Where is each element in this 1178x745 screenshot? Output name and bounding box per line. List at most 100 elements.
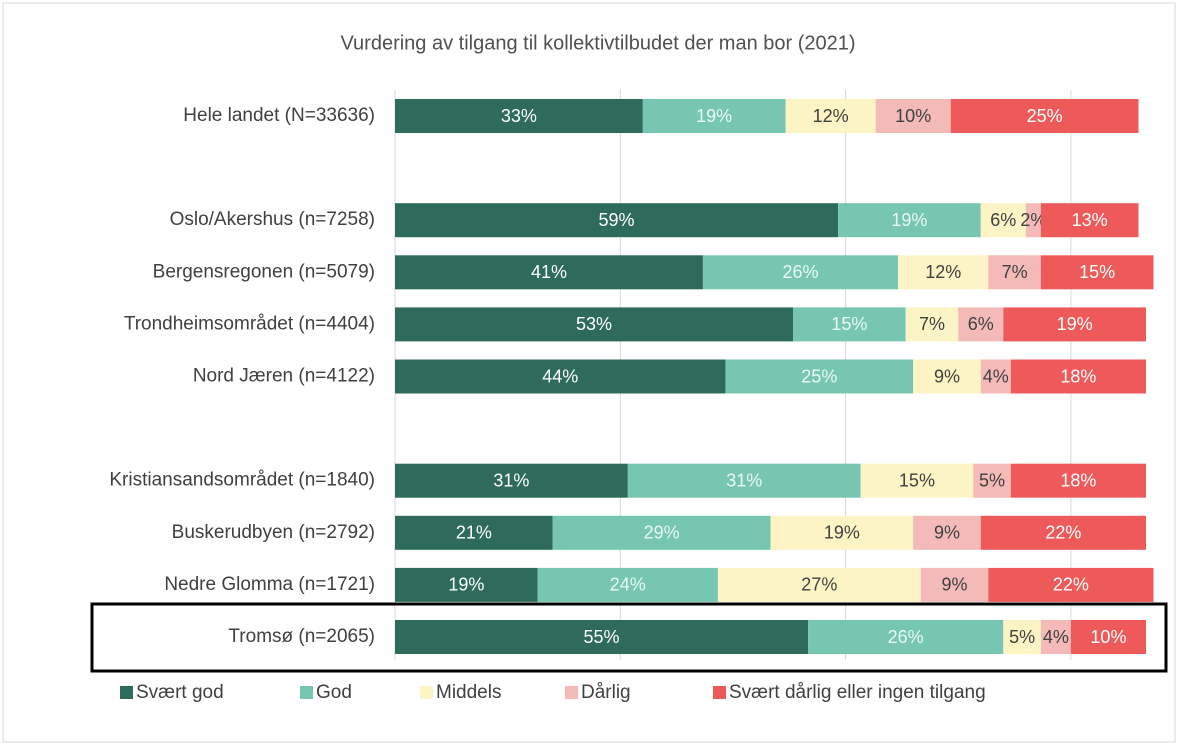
data-label: 6%	[990, 210, 1016, 230]
data-label: 2%	[1020, 210, 1046, 230]
bar-segment	[1010, 463, 1146, 498]
bar-segment	[537, 567, 718, 602]
legend-swatch	[120, 686, 133, 699]
data-label: 7%	[1002, 262, 1028, 282]
data-label: 13%	[1072, 210, 1108, 230]
legend-label: Svært god	[136, 682, 224, 703]
bar-segment	[860, 463, 974, 498]
category-label: Bergensregonen (n=5079)	[153, 261, 375, 282]
data-label: 26%	[783, 262, 819, 282]
data-label: 55%	[584, 627, 620, 647]
bar-segment	[1040, 203, 1139, 238]
data-label: 19%	[696, 106, 732, 126]
data-label: 21%	[456, 523, 492, 543]
data-label: 9%	[941, 575, 967, 595]
data-label: 10%	[1090, 627, 1126, 647]
data-label: 22%	[1053, 575, 1089, 595]
data-label: 15%	[1079, 262, 1115, 282]
category-label: Hele landet (N=33636)	[183, 105, 375, 126]
data-label: 41%	[531, 262, 567, 282]
bar-segment	[808, 620, 1004, 654]
bar-segment	[920, 567, 989, 602]
data-label: 15%	[899, 470, 935, 490]
bar-segment	[1025, 203, 1041, 238]
category-label: Nord Jæren (n=4122)	[193, 366, 375, 387]
bar-segment	[980, 515, 1146, 550]
data-label: 25%	[1027, 106, 1063, 126]
bar-segment	[395, 515, 553, 550]
bars: Hele landet (N=33636) 33% 19% 12% 10% 25% Oslo…	[109, 99, 1154, 654]
bar-segment	[1070, 620, 1146, 654]
data-label: 12%	[813, 106, 849, 126]
data-label: 19%	[448, 575, 484, 595]
legend-label: God	[316, 682, 352, 703]
data-label: 7%	[919, 314, 945, 334]
bar-segment	[913, 515, 981, 550]
bar-segment	[980, 359, 1011, 394]
data-label: 19%	[1057, 314, 1093, 334]
data-label: 31%	[493, 470, 529, 490]
data-label: 44%	[542, 366, 578, 386]
legend-label: Middels	[436, 682, 501, 703]
bar-segment	[973, 463, 1011, 498]
data-label: 31%	[726, 470, 762, 490]
bar-segment	[950, 99, 1139, 133]
data-label: 5%	[979, 470, 1005, 490]
bar-segment	[395, 99, 643, 133]
bar-segment	[642, 99, 786, 133]
data-label: 4%	[983, 366, 1009, 386]
data-label: 19%	[824, 523, 860, 543]
data-label: 15%	[831, 314, 867, 334]
bar-segment	[395, 567, 538, 602]
bar-segment	[395, 255, 703, 290]
bar-segment	[395, 359, 726, 394]
bar-segment	[717, 567, 921, 602]
data-label: 19%	[891, 210, 927, 230]
bar-segment	[875, 99, 951, 133]
data-label: 29%	[644, 523, 680, 543]
data-label: 53%	[576, 314, 612, 334]
bar-segment	[395, 463, 628, 498]
legend-swatch	[300, 686, 313, 699]
data-label: 18%	[1060, 366, 1096, 386]
data-label: 12%	[925, 262, 961, 282]
category-label: Buskerudbyen (n=2792)	[172, 522, 375, 543]
legend-label: Dårlig	[581, 682, 631, 703]
category-label: Trondheimsområdet (n=4404)	[124, 313, 375, 334]
bar-segment	[770, 515, 914, 550]
data-label: 10%	[895, 106, 931, 126]
bar-segment	[980, 203, 1026, 238]
bar-segment	[1040, 255, 1154, 290]
bar-segment	[1003, 620, 1041, 654]
category-label: Tromsø (n=2065)	[228, 626, 375, 647]
data-label: 22%	[1045, 523, 1081, 543]
bar-segment	[1003, 307, 1146, 342]
data-label: 59%	[599, 210, 635, 230]
bar-segment	[1040, 620, 1071, 654]
bar-segment	[785, 99, 876, 133]
bar-segment	[988, 567, 1154, 602]
bar-segment	[395, 203, 839, 238]
legend-swatch	[420, 686, 433, 699]
bar-segment	[725, 359, 914, 394]
data-label: 4%	[1043, 627, 1069, 647]
category-label: Oslo/Akershus (n=7258)	[170, 209, 375, 230]
data-label: 9%	[934, 366, 960, 386]
data-label: 27%	[801, 575, 837, 595]
data-label: 25%	[801, 366, 837, 386]
category-label: Kristiansandsområdet (n=1840)	[109, 470, 375, 491]
bar-segment	[793, 307, 906, 342]
bar-segment	[958, 307, 1004, 342]
data-label: 9%	[934, 523, 960, 543]
data-label: 26%	[888, 627, 924, 647]
data-label: 6%	[968, 314, 994, 334]
bar-segment	[552, 515, 771, 550]
bar-segment	[395, 307, 794, 342]
legend: Svært god God Middels Dårlig Svært dårlig el…	[120, 682, 986, 703]
bar-segment	[913, 359, 981, 394]
data-label: 24%	[610, 575, 646, 595]
data-label: 18%	[1060, 470, 1096, 490]
legend-swatch	[713, 686, 726, 699]
bar-segment	[395, 620, 809, 654]
